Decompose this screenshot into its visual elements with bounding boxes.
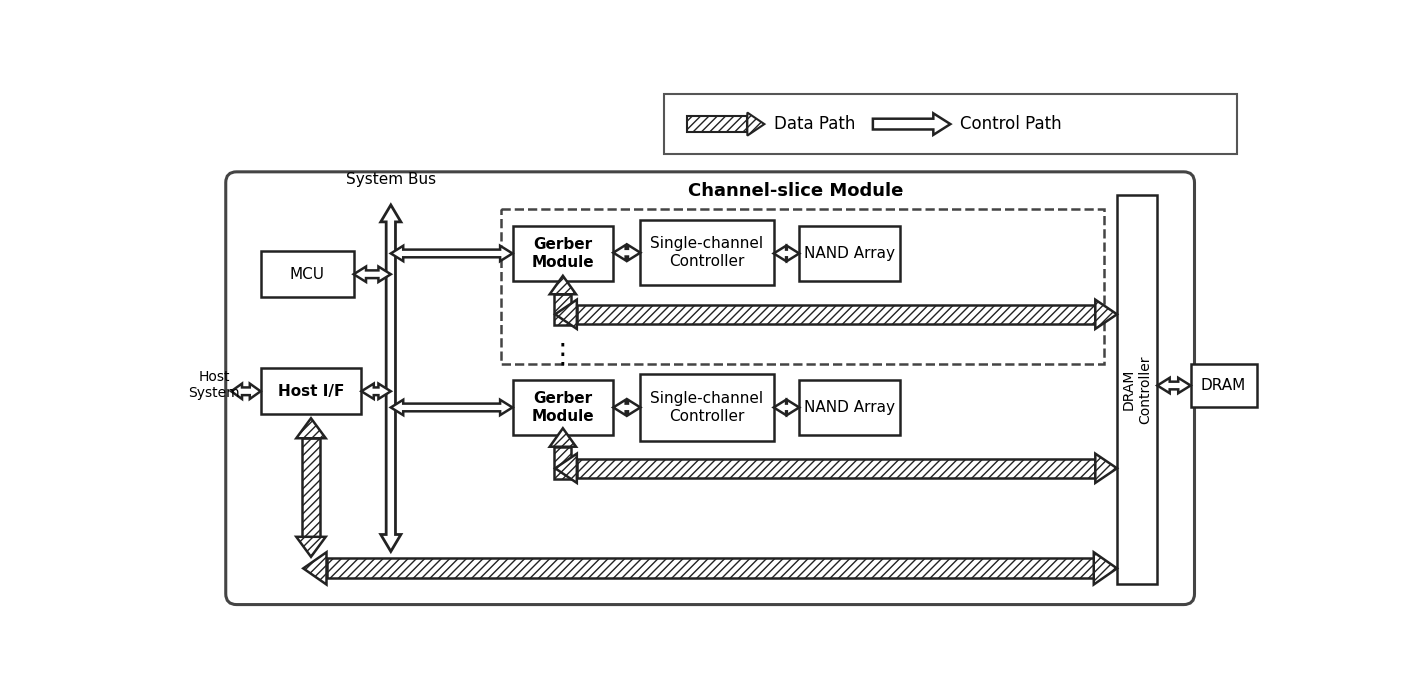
Text: Gerber
Module: Gerber Module xyxy=(532,391,595,423)
Text: Single-channel
Controller: Single-channel Controller xyxy=(651,391,763,423)
Polygon shape xyxy=(391,400,512,415)
Text: Control Path: Control Path xyxy=(960,115,1061,133)
Bar xyxy=(501,209,1104,364)
Bar xyxy=(512,226,613,281)
Bar xyxy=(577,305,1096,323)
Bar xyxy=(577,459,1096,477)
Bar xyxy=(1117,195,1157,584)
Bar xyxy=(554,447,571,479)
Text: NAND Array: NAND Array xyxy=(804,246,895,261)
Bar xyxy=(302,438,320,537)
Bar xyxy=(687,117,748,132)
Text: Host I/F: Host I/F xyxy=(278,384,344,399)
Polygon shape xyxy=(296,418,325,438)
Text: Channel-slice Module: Channel-slice Module xyxy=(687,182,904,200)
Bar xyxy=(800,226,899,281)
FancyBboxPatch shape xyxy=(226,172,1194,604)
Polygon shape xyxy=(550,428,577,447)
Polygon shape xyxy=(296,537,325,557)
Polygon shape xyxy=(303,552,327,584)
Polygon shape xyxy=(1096,300,1117,329)
Polygon shape xyxy=(1096,454,1117,483)
Text: MCU: MCU xyxy=(289,266,324,282)
Polygon shape xyxy=(613,245,640,260)
Text: DRAM
Controller: DRAM Controller xyxy=(1122,355,1152,423)
Text: Single-channel
Controller: Single-channel Controller xyxy=(651,237,763,269)
Bar xyxy=(261,369,362,414)
Polygon shape xyxy=(748,112,765,135)
Polygon shape xyxy=(613,400,640,415)
Text: NAND Array: NAND Array xyxy=(804,400,895,415)
Polygon shape xyxy=(354,266,391,282)
Polygon shape xyxy=(362,384,391,399)
Polygon shape xyxy=(1157,378,1191,393)
Bar xyxy=(640,220,773,285)
Text: Data Path: Data Path xyxy=(773,115,854,133)
Text: Host
System: Host System xyxy=(188,370,240,400)
Polygon shape xyxy=(380,205,401,552)
Polygon shape xyxy=(773,400,800,415)
Polygon shape xyxy=(773,246,800,261)
Bar xyxy=(554,294,571,325)
Bar xyxy=(640,374,773,441)
Text: DRAM: DRAM xyxy=(1201,378,1246,393)
Text: Gerber
Module: Gerber Module xyxy=(532,237,595,270)
Polygon shape xyxy=(873,113,950,135)
Bar xyxy=(664,94,1237,154)
Polygon shape xyxy=(556,454,577,483)
Text: ⋮: ⋮ xyxy=(549,340,577,369)
Polygon shape xyxy=(550,276,577,294)
Polygon shape xyxy=(556,300,577,329)
Bar xyxy=(512,380,613,435)
Bar xyxy=(327,559,1094,578)
Polygon shape xyxy=(1094,552,1117,584)
Polygon shape xyxy=(231,384,261,399)
Polygon shape xyxy=(391,246,512,261)
Text: System Bus: System Bus xyxy=(345,172,436,187)
Bar xyxy=(1191,364,1257,407)
Bar xyxy=(800,380,899,435)
Bar xyxy=(261,251,354,297)
